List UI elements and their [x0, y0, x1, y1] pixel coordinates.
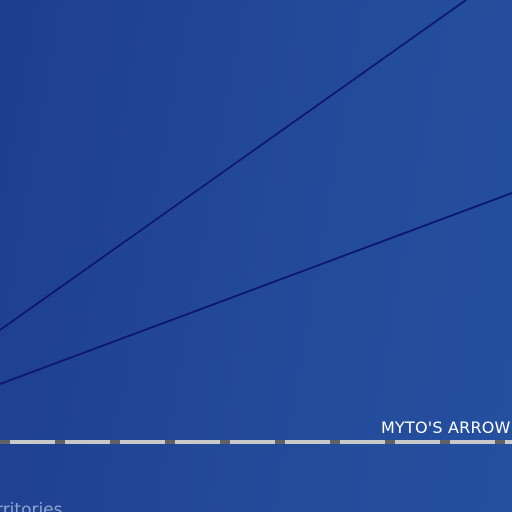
- trail-line-lower: [0, 193, 512, 384]
- trail-line-upper: [0, 0, 466, 330]
- region-label: rritories: [0, 500, 63, 512]
- road-label: MYTO'S ARROW: [381, 418, 511, 437]
